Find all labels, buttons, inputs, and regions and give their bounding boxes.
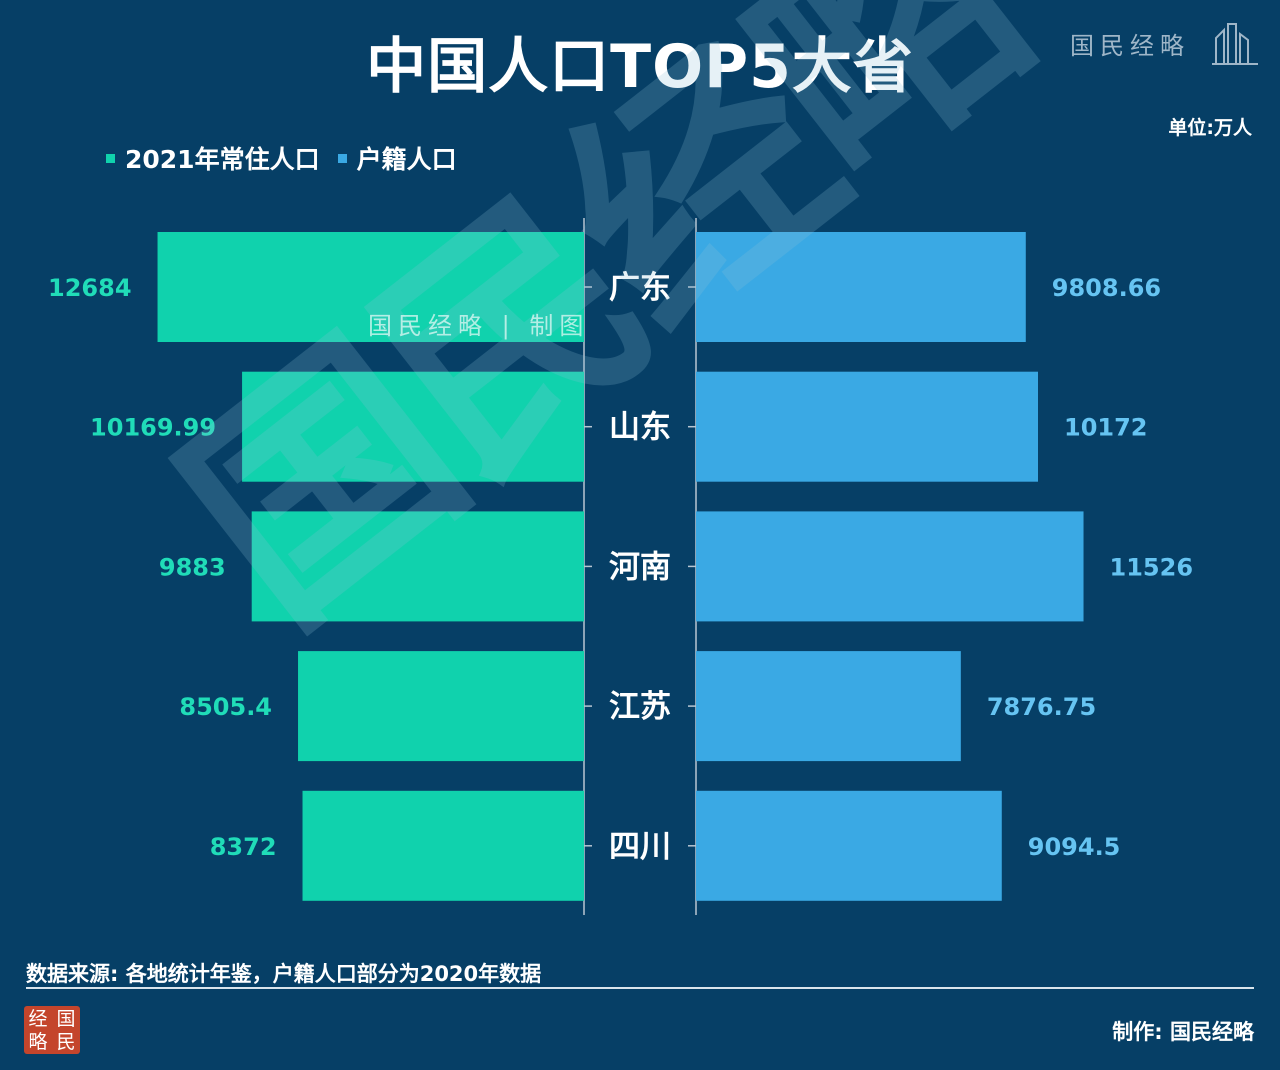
maker-credit: 制作: 国民经略 bbox=[1112, 1020, 1254, 1044]
brand-logo: 国民经略 bbox=[1070, 20, 1260, 68]
bar-registered-5 bbox=[696, 790, 1002, 901]
category-label-1: 广东 bbox=[609, 270, 671, 306]
bar-resident-1 bbox=[157, 232, 584, 342]
bar-registered-3 bbox=[696, 511, 1084, 622]
legend-swatch-resident bbox=[106, 153, 115, 163]
bar-registered-1 bbox=[696, 232, 1026, 342]
value-label-resident-3: 9883 bbox=[159, 553, 226, 581]
seal-logo: 经 国 略 民 bbox=[24, 1006, 80, 1054]
category-label-5: 四川 bbox=[609, 829, 671, 865]
bar-resident-5 bbox=[302, 790, 584, 901]
legend-label-registered: 户籍人口 bbox=[356, 145, 457, 174]
category-label-3: 河南 bbox=[609, 549, 671, 585]
value-label-registered-3: 11526 bbox=[1110, 553, 1194, 581]
legend: 2021年常住人口 户籍人口 bbox=[106, 140, 475, 176]
chart-title: 中国人口TOP5大省 bbox=[366, 32, 914, 102]
value-label-registered-2: 10172 bbox=[1064, 414, 1148, 442]
bar-registered-2 bbox=[696, 371, 1039, 482]
bar-resident-2 bbox=[242, 371, 584, 482]
seal-char: 经 bbox=[28, 1008, 48, 1030]
seal-char: 略 bbox=[28, 1031, 48, 1053]
value-label-resident-1: 12684 bbox=[48, 274, 132, 302]
bar-resident-3 bbox=[251, 511, 584, 622]
legend-swatch-registered bbox=[337, 153, 347, 163]
legend-label-resident: 2021年常住人口 bbox=[125, 145, 320, 174]
bar-watermark-stamp: 国民经略 | 制图 bbox=[368, 312, 590, 340]
category-label-4: 江苏 bbox=[609, 689, 671, 725]
bar-registered-4 bbox=[696, 651, 961, 762]
seal-char: 民 bbox=[56, 1031, 76, 1053]
data-source-note: 数据来源: 各地统计年鉴，户籍人口部分为2020年数据 bbox=[26, 962, 542, 986]
value-label-registered-4: 7876.75 bbox=[987, 693, 1096, 721]
bar-resident-4 bbox=[298, 651, 584, 762]
footer-divider bbox=[26, 987, 1254, 989]
value-label-resident-4: 8505.4 bbox=[179, 693, 272, 721]
category-label-2: 山东 bbox=[609, 410, 671, 446]
seal-char: 国 bbox=[56, 1008, 76, 1030]
logo-text: 国民经略 bbox=[1070, 32, 1190, 60]
legend-item-resident: 2021年常住人口 bbox=[106, 140, 320, 176]
value-label-registered-1: 9808.66 bbox=[1052, 274, 1161, 302]
legend-item-registered: 户籍人口 bbox=[337, 140, 457, 176]
unit-label: 单位:万人 bbox=[1168, 117, 1252, 139]
building-icon bbox=[1212, 23, 1258, 65]
value-label-resident-2: 10169.99 bbox=[90, 414, 216, 442]
value-label-resident-5: 8372 bbox=[210, 833, 277, 861]
value-label-registered-5: 9094.5 bbox=[1028, 833, 1121, 861]
